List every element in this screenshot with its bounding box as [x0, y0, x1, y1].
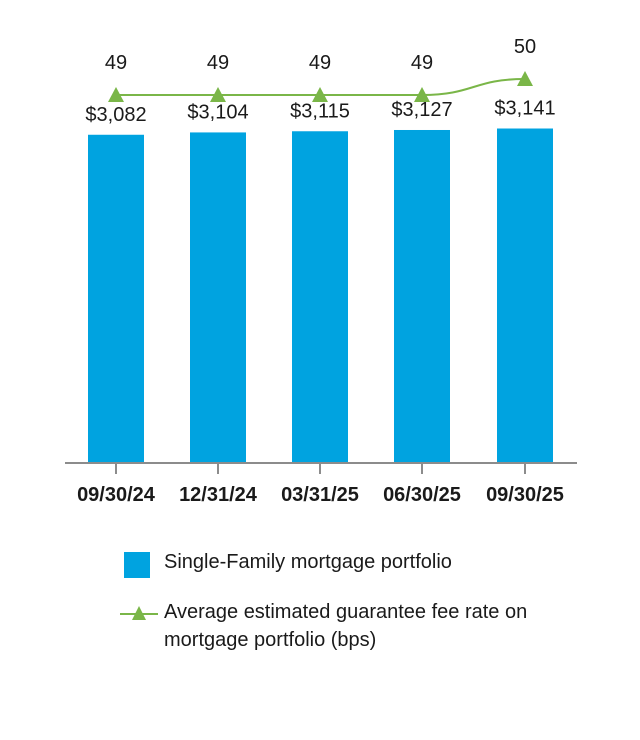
bar-value-label: $3,115 — [290, 100, 350, 122]
bar-09/30/25 — [497, 128, 553, 463]
legend-label-fee-rate-line1: Average estimated guarantee fee rate on — [164, 601, 528, 623]
fee-rate-value-label: 49 — [105, 52, 127, 74]
legend-item-fee-rate: Average estimated guarantee fee rate on … — [120, 598, 620, 654]
legend-label-fee-rate: Average estimated guarantee fee rate on … — [164, 598, 527, 654]
fee-rate-swatch — [120, 606, 158, 620]
x-tick-label: 09/30/24 — [77, 484, 156, 506]
x-ticks-group — [115, 462, 526, 474]
bar-labels-group: $3,082 $3,104 $3,115 $3,127 $3,141 — [85, 97, 555, 125]
fee-rate-marker-09/30/25 — [517, 71, 533, 86]
fee-rate-marker-09/30/24 — [108, 87, 124, 102]
legend-label-portfolio: Single-Family mortgage portfolio — [164, 551, 452, 573]
fee-rate-marker-03/31/25 — [312, 87, 328, 102]
bar-03/31/25 — [292, 131, 348, 462]
fee-rate-value-label: 49 — [207, 52, 229, 74]
x-tick-label: 06/30/25 — [383, 484, 461, 506]
fee-rate-value-label: 50 — [514, 36, 536, 58]
fee-rate-labels-group: 49 49 49 49 50 — [105, 36, 536, 74]
fee-rate-marker-12/31/24 — [210, 87, 226, 102]
legend-label-fee-rate-line2: mortgage portfolio (bps) — [164, 629, 377, 651]
bar-value-label: $3,104 — [187, 101, 248, 123]
bar-value-label: $3,082 — [85, 104, 146, 126]
bar-value-label: $3,141 — [494, 97, 555, 119]
bar-value-label: $3,127 — [391, 99, 452, 121]
bars-group — [88, 128, 553, 463]
fee-rate-value-label: 49 — [411, 52, 433, 74]
legend: Single-Family mortgage portfolio Average… — [120, 548, 620, 674]
fee-rate-line — [116, 78, 526, 96]
x-tick-label: 09/30/25 — [486, 484, 564, 506]
bar-12/31/24 — [190, 132, 246, 463]
chart-canvas: $3,082 $3,104 $3,115 $3,127 $3,141 09/30/24 1… — [65, 36, 577, 506]
x-tick-label: 03/31/25 — [281, 484, 359, 506]
bar-06/30/25 — [394, 129, 450, 462]
bar-09/30/24 — [88, 134, 144, 463]
fee-rate-marker-06/30/25 — [414, 87, 430, 102]
fee-rate-markers-group — [108, 71, 533, 102]
x-tick-labels-group: 09/30/24 12/31/24 03/31/25 06/30/25 09/30/25 — [77, 484, 564, 506]
x-tick-label: 12/31/24 — [179, 484, 258, 506]
portfolio-swatch — [124, 552, 150, 578]
legend-item-portfolio: Single-Family mortgage portfolio — [120, 548, 620, 578]
fee-rate-value-label: 49 — [309, 52, 331, 74]
